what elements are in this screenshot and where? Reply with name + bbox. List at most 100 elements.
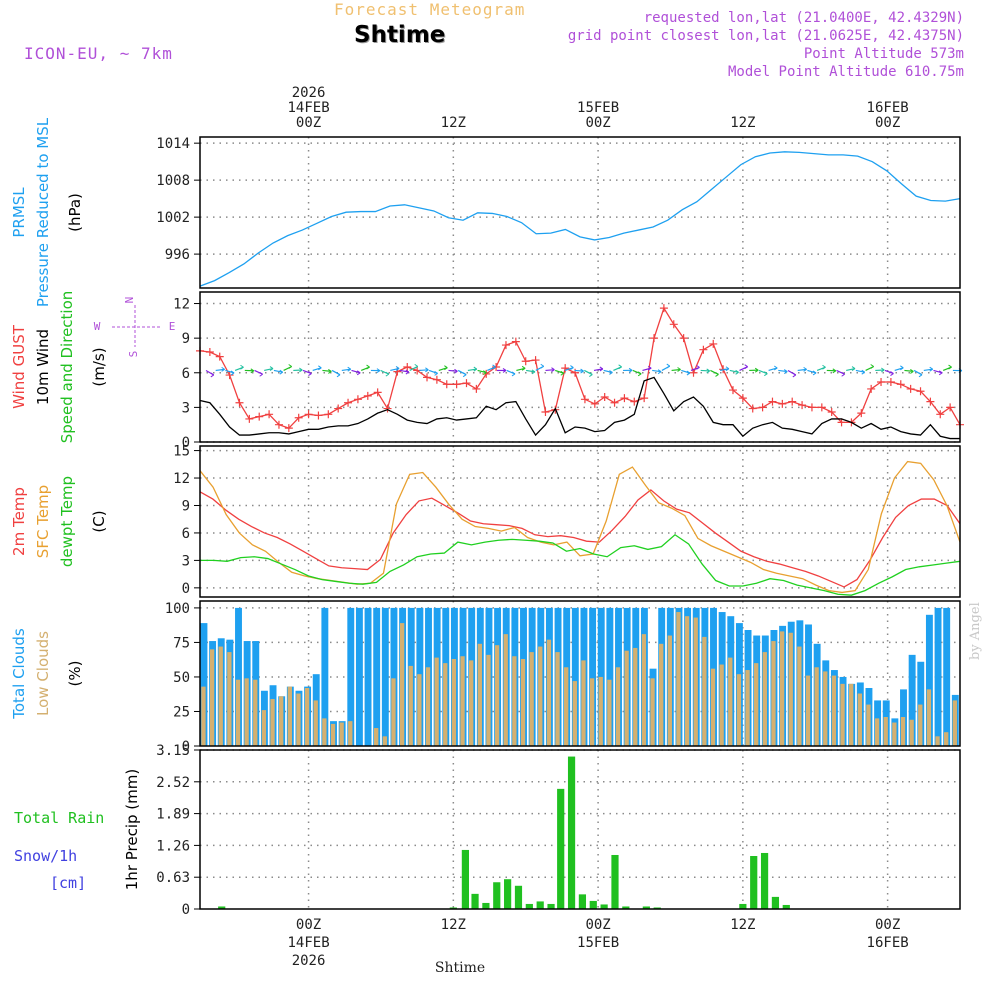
wind-direction-arrowhead [715, 371, 719, 377]
y-tick-label: 0 [182, 581, 190, 597]
wind-direction-arrowhead [706, 368, 710, 374]
wind-direction-arrowhead [628, 367, 633, 373]
low-cloud-bar [866, 704, 871, 746]
gust-marker [679, 334, 688, 343]
wind-direction-arrowhead [502, 368, 507, 373]
panel-frame [199, 136, 961, 289]
gust-marker [788, 397, 797, 406]
low-cloud-bar [736, 674, 742, 746]
low-cloud-bar [719, 664, 724, 746]
gust-marker [383, 404, 392, 413]
y-tick-label: 25 [173, 704, 190, 720]
gust-marker [274, 420, 283, 429]
panel-frame [199, 600, 961, 747]
low-cloud-bar [624, 650, 629, 746]
y-axis-unit: (C) [90, 510, 108, 532]
compass-west: W [94, 320, 101, 333]
gust-marker [452, 380, 461, 389]
series-line-sfc-temp [199, 460, 961, 594]
gust-marker [314, 411, 323, 420]
wind-direction-arrowhead [279, 369, 284, 375]
y-tick-label: 3.15 [156, 743, 190, 759]
low-cloud-bar [952, 700, 957, 746]
wind-direction-arrowhead [783, 369, 788, 374]
wind-direction-arrowhead [637, 371, 642, 377]
wind-direction-arrowhead [462, 372, 467, 378]
wind-direction-arrowhead [851, 366, 856, 372]
total-cloud-bar [373, 607, 381, 746]
rain-bar [493, 882, 501, 909]
low-cloud-bar [909, 719, 914, 746]
gust-marker [738, 394, 747, 403]
y-tick-label: 50 [173, 670, 190, 686]
low-cloud-bar [892, 722, 897, 746]
low-cloud-bar [944, 732, 949, 746]
wind-direction-arrowhead [792, 372, 797, 378]
total-cloud-bar [571, 607, 579, 746]
wind-direction-arrow [545, 369, 555, 372]
y-tick-label: 3 [182, 553, 190, 569]
y-axis-unit: (m/s) [90, 347, 108, 386]
gust-marker [284, 424, 293, 433]
panel-wind: 0 3 6 9 12 N W E S Wind GUST 10m Wind Speed and Dir… [10, 291, 964, 451]
gust-marker [353, 395, 362, 404]
low-cloud-bar [279, 696, 284, 746]
total-cloud-bar [934, 607, 942, 746]
low-cloud-bar [641, 634, 647, 746]
total-cloud-bar [943, 607, 951, 746]
y-tick-label: 2.52 [156, 775, 190, 791]
gust-marker [877, 378, 886, 386]
wind-direction-arrow [719, 368, 730, 372]
low-cloud-bar [227, 652, 232, 746]
wind-direction-arrow [904, 369, 914, 372]
low-cloud-bar [745, 670, 750, 746]
gust-marker [896, 380, 905, 389]
wind-direction-arrowhead [677, 367, 681, 372]
requested-location: requested lon,lat (21.0400E, 42.4329N) [643, 10, 964, 26]
wind-direction-arrow [273, 369, 283, 373]
wind-direction-arrowhead [444, 365, 448, 371]
gust-marker [432, 375, 441, 384]
low-cloud-bar [840, 683, 845, 746]
low-cloud-bar [494, 645, 500, 746]
wind-direction-arrow [390, 367, 400, 372]
panel-precip: 0 0.63 1.26 1.89 2.52 3.15 Total Rain Snow/1h [c… [14, 743, 961, 918]
total-cloud-bar [589, 607, 597, 746]
total-cloud-bar [235, 607, 242, 746]
low-cloud-bar [520, 659, 526, 746]
wind-direction-arrowhead [414, 363, 418, 369]
gust-marker [630, 397, 639, 406]
low-cloud-bar [883, 717, 888, 746]
gust-marker [363, 391, 372, 400]
wind-direction-arrowhead [221, 366, 225, 372]
low-cloud-bar [218, 646, 223, 746]
gust-marker [521, 357, 530, 366]
wind-direction-arrow [448, 369, 458, 372]
gust-marker [748, 404, 757, 413]
chart-subtitle: Forecast Meteogram [334, 0, 526, 19]
gust-marker [294, 413, 303, 422]
panel-clouds: 0 25 50 75 100 Total Clouds Low Clouds (%) [10, 600, 961, 755]
low-cloud-bar [322, 718, 327, 746]
rain-bar [611, 854, 619, 909]
low-cloud-bar [270, 699, 275, 746]
rain-bar [589, 900, 597, 909]
series-line-10m-wind [199, 376, 960, 440]
legend-snow-unit: [cm] [50, 874, 86, 892]
low-cloud-bar [287, 686, 292, 746]
gust-marker [837, 418, 846, 427]
gust-marker [650, 334, 659, 343]
y-tick-label: 9 [182, 331, 190, 347]
wind-direction-arrowhead [366, 364, 370, 370]
low-cloud-bar [823, 671, 828, 746]
gust-marker [778, 399, 787, 408]
rain-bar [557, 788, 565, 909]
gust-marker [205, 348, 214, 356]
low-cloud-bar [296, 693, 301, 746]
time-tick-label-bottom: 00Z [296, 917, 321, 933]
gust-marker [215, 352, 224, 361]
wind-direction-arrowhead [269, 366, 274, 372]
time-tick-label-top: 00Z [875, 115, 900, 131]
low-cloud-bar [771, 641, 776, 746]
wind-direction-arrowhead [764, 371, 768, 377]
